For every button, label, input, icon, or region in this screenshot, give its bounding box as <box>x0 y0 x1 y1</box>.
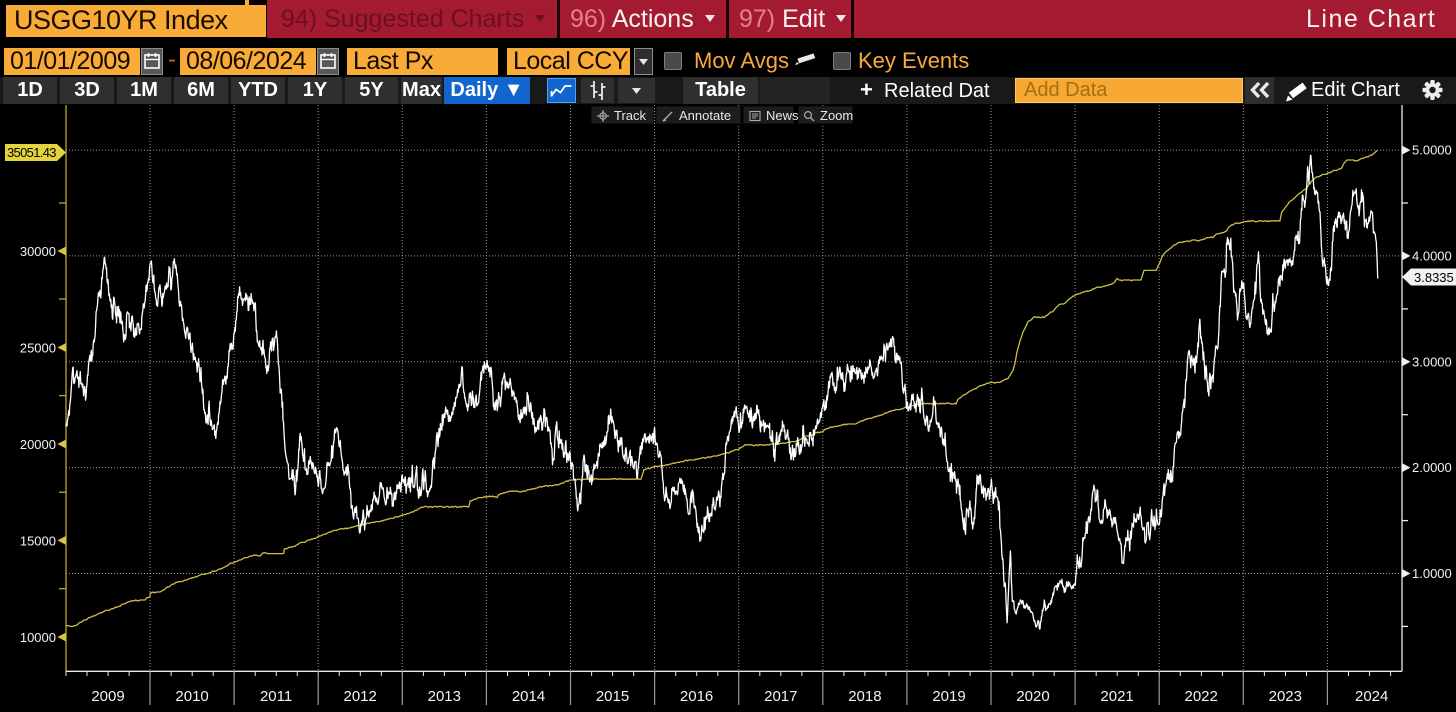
svg-text:2021: 2021 <box>1100 688 1133 705</box>
svg-text:3.0000: 3.0000 <box>1412 354 1452 369</box>
svg-text:2017: 2017 <box>764 688 797 705</box>
svg-text:20000: 20000 <box>20 437 56 452</box>
svg-text:2020: 2020 <box>1016 688 1049 705</box>
svg-text:2013: 2013 <box>428 688 461 705</box>
svg-text:2009: 2009 <box>91 688 124 705</box>
svg-text:2011: 2011 <box>260 688 292 705</box>
svg-text:2022: 2022 <box>1185 688 1218 705</box>
svg-text:35051.43: 35051.43 <box>7 145 57 160</box>
svg-text:3.8335: 3.8335 <box>1414 270 1454 285</box>
svg-text:2016: 2016 <box>680 688 713 705</box>
svg-text:2018: 2018 <box>848 688 881 705</box>
svg-text:25000: 25000 <box>20 341 56 356</box>
svg-text:5.0000: 5.0000 <box>1412 143 1452 158</box>
svg-text:4.0000: 4.0000 <box>1412 248 1452 263</box>
svg-text:30000: 30000 <box>20 244 56 259</box>
svg-text:2019: 2019 <box>932 688 965 705</box>
svg-text:2015: 2015 <box>596 688 629 705</box>
svg-text:2.0000: 2.0000 <box>1412 460 1452 475</box>
svg-text:2010: 2010 <box>175 688 208 705</box>
svg-text:2024: 2024 <box>1355 688 1388 705</box>
svg-text:2012: 2012 <box>344 688 377 705</box>
svg-text:2023: 2023 <box>1269 688 1302 705</box>
svg-text:10000: 10000 <box>20 630 56 645</box>
svg-text:1.0000: 1.0000 <box>1412 566 1452 581</box>
svg-text:15000: 15000 <box>20 533 56 548</box>
svg-text:2014: 2014 <box>512 688 545 705</box>
